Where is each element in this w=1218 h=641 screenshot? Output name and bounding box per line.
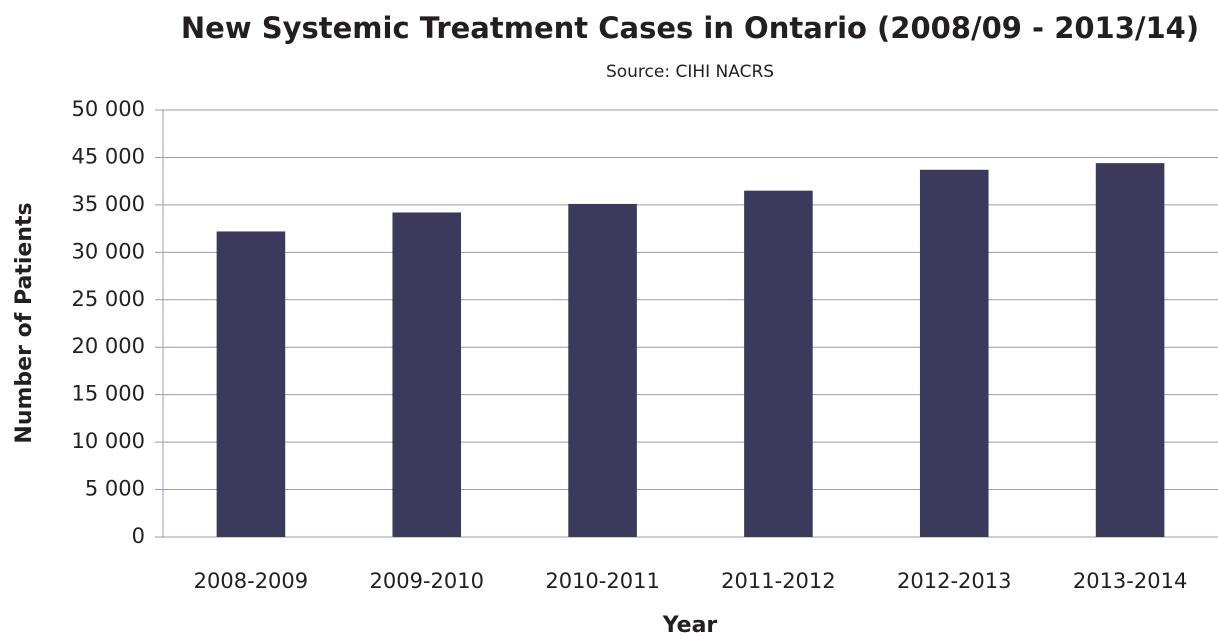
x-tick-label: 2012-2013 — [897, 569, 1011, 593]
bar — [744, 190, 813, 537]
y-tick-label: 10 000 — [72, 429, 145, 453]
y-tick-label: 30 000 — [72, 239, 145, 263]
chart-subtitle: Source: CIHI NACRS — [606, 62, 774, 82]
y-tick-label: 20 000 — [72, 334, 145, 358]
x-tick-label: 2010-2011 — [545, 569, 659, 593]
chart-title: New Systemic Treatment Cases in Ontario … — [181, 11, 1199, 45]
bar — [392, 212, 462, 538]
x-tick-label: 2009-2010 — [370, 569, 484, 593]
bar — [919, 169, 989, 537]
y-tick-label: 5 000 — [85, 477, 145, 501]
y-tick-label: 15 000 — [72, 382, 145, 406]
x-tick-label: 2013-2014 — [1073, 569, 1187, 593]
x-tick-label: 2011-2012 — [721, 569, 835, 593]
bar — [1095, 163, 1165, 538]
x-tick-label: 2008-2009 — [194, 569, 308, 593]
bar — [568, 203, 637, 537]
x-axis-label: Year — [662, 613, 718, 638]
y-tick-label: 25 000 — [72, 287, 145, 311]
y-tick-label: 35 000 — [72, 192, 145, 216]
y-tick-label: 45 000 — [72, 144, 145, 168]
y-tick-label: 0 — [132, 524, 145, 548]
y-axis-label: Number of Patients — [12, 202, 37, 443]
bar — [216, 231, 286, 538]
y-tick-label: 50 000 — [72, 97, 145, 121]
